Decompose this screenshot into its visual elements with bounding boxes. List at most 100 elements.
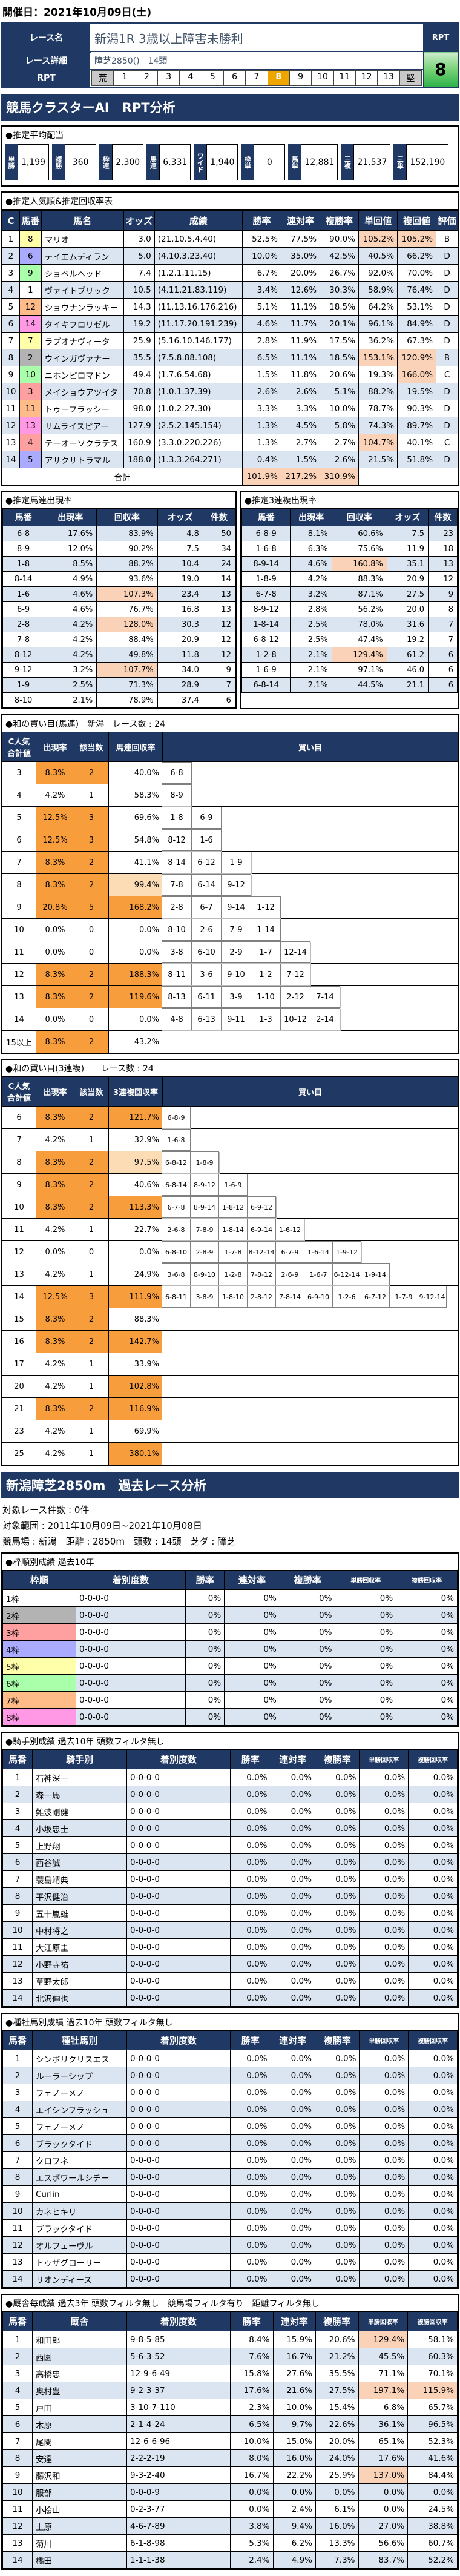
roi: 107.3%: [96, 586, 158, 602]
appearance-rate: 4.2%: [36, 1443, 74, 1465]
header-line: C人気: [8, 738, 30, 747]
percentage: 0.0%: [314, 2101, 360, 2118]
cell: 51.8%: [397, 451, 437, 468]
horse-name: マリオ: [41, 230, 124, 248]
column-header: 騎手別: [32, 1749, 127, 1769]
horse-name: ヴァイトブリック: [41, 281, 124, 299]
table-row: 23 4.2% 1 69.9%: [2, 1420, 458, 1442]
appearance-rate: 17.6%: [44, 526, 97, 541]
column-header: 回収率: [96, 508, 158, 526]
percentage: 0.0%: [314, 1887, 360, 1905]
percentage: 17.6%: [358, 2449, 409, 2467]
sum-value: 11: [2, 941, 36, 963]
entity-name: 上原: [32, 2517, 127, 2535]
hit-count: 2: [74, 1174, 109, 1196]
table-row: 4 奥村豊 9-2-3-37 17.6% 21.6% 27.5% 197.1% 115.9%: [2, 2382, 458, 2399]
percentage: 15.9%: [272, 2331, 316, 2348]
table-row: 7 8.3% 2 41.1% 8-14 6-12 1-9: [2, 851, 458, 873]
record: 0-0-0-0: [126, 1786, 231, 1803]
appearance-rate: 12.5%: [36, 807, 74, 829]
horse-number: 4: [2, 1819, 33, 1837]
entity-name: トゥザグローリー: [32, 2253, 127, 2271]
odds: 34.0: [157, 662, 203, 678]
entity-name: 北沢伸也: [32, 1989, 127, 2007]
percentage: 0.0%: [359, 2253, 409, 2271]
table-row: 7枠 0-0-0-0 0% 0% 0% 0% 0%: [2, 1691, 458, 1709]
buy-target-cell: 1-14: [251, 919, 281, 941]
count: 18: [428, 541, 458, 557]
percentage: 9.7%: [272, 2415, 316, 2433]
table-row: 1 和田郎 9-8-5-85 8.4% 15.9% 20.6% 129.4% 58.1%: [2, 2331, 458, 2348]
cell: 5.8%: [320, 417, 360, 434]
percentage: 0.0%: [359, 1803, 409, 1820]
buy-target-cell: 6-8: [162, 762, 192, 784]
percentage: 0.0%: [359, 2151, 409, 2169]
cell: 70.0%: [397, 264, 437, 282]
appearance-rate: 4.2%: [44, 647, 97, 663]
table-row: 9 8.3% 2 40.6% 6-8-14 8-9-12 1-6-9: [2, 1173, 458, 1196]
horse-number: 3: [2, 1803, 33, 1820]
roi: 90.2%: [96, 541, 158, 557]
table-row: 6-8-14 2.1% 44.5% 21.1 6: [241, 677, 458, 693]
buy-target-cell: 7-12: [280, 964, 310, 985]
table-row: 20 4.2% 1 102.8%: [2, 1375, 458, 1397]
table-row: 4 1 ヴァイトブリック 10.5 (4.11.21.83.119) 3.4% 12.6% 3…: [1, 281, 459, 299]
sum-value: 3: [2, 762, 36, 784]
buy-targets: [162, 1031, 458, 1053]
column-header: 出現率: [44, 508, 97, 526]
buy-target-cell: 2-6-8: [162, 1219, 191, 1240]
appearance-rate: 4.6%: [44, 601, 97, 617]
hit-count: 3: [74, 1286, 109, 1308]
column-header: オッズ: [123, 210, 155, 231]
hit-count: 2: [74, 1031, 109, 1053]
percentage: 0%: [335, 1623, 397, 1641]
percentage: 0.0%: [270, 1769, 315, 1786]
table-row: 2 西園 5-6-3-52 7.6% 16.7% 21.2% 45.5% 60.3%: [2, 2348, 458, 2365]
odds: 10.4: [157, 556, 203, 572]
total-value: 310.9%: [320, 468, 360, 486]
horse-number: 12: [2, 1955, 33, 1973]
combination: 6-7-8: [241, 586, 291, 602]
column-header: 複勝率: [315, 2311, 359, 2331]
percentage: 56.6%: [358, 2534, 409, 2552]
entity-name: 安達: [32, 2449, 127, 2467]
percentage: 6.5%: [230, 2415, 274, 2433]
table-row: 12 オルフェーヴル 0-0-0-0 0.0% 0.0% 0.0% 0.0% 0.0%: [2, 2236, 458, 2254]
horse-number: 9: [2, 2466, 33, 2484]
percentage: 0%: [396, 1657, 458, 1675]
column-header: 勝率: [185, 1570, 225, 1590]
cell: 8: [1, 349, 20, 366]
sum-value: 11: [2, 1219, 36, 1240]
payout-type-label: 馬単: [288, 144, 301, 180]
combination: 6-8-12: [241, 632, 291, 647]
horse-number: 13: [2, 2534, 33, 2552]
table-row: 3枠 0-0-0-0 0% 0% 0% 0% 0%: [2, 1623, 458, 1641]
buy-target-cell: 1-6-8: [162, 1129, 191, 1151]
percentage: 0%: [185, 1589, 225, 1607]
entity-name: 草野太郎: [32, 1972, 127, 1990]
record: 4-6-7-89: [126, 2517, 231, 2535]
sum-value: 6: [2, 829, 36, 851]
percentage: 0.0%: [408, 2202, 458, 2220]
percentage: 0%: [185, 1708, 225, 1726]
percentage: 0.0%: [270, 1870, 315, 1888]
roi: 93.6%: [96, 571, 158, 587]
entity-name: 石神深一: [32, 1769, 127, 1786]
table-row: 2-8 4.2% 128.0% 30.3 12: [2, 617, 235, 632]
table-row: 8 エスポワールシチー 0-0-0-0 0.0% 0.0% 0.0% 0.0% 0.0%: [2, 2168, 458, 2186]
odds: 19.0: [157, 571, 203, 587]
table-row: 8 2 ウインガヴァナー 35.5 (7.5.8.88.108) 6.5% 11.1% 18.…: [1, 349, 459, 366]
percentage: 0.0%: [270, 2067, 315, 2084]
percentage: 0.0%: [270, 1938, 315, 1956]
buy-target-cell: 8-9-10: [190, 1263, 219, 1285]
percentage: 0%: [279, 1606, 336, 1624]
record: 1-1-1-38: [126, 2551, 231, 2569]
cell: 120.9%: [397, 349, 437, 366]
count: 6: [202, 692, 235, 708]
percentage: 0%: [185, 1674, 225, 1692]
appearance-rate: 4.2%: [44, 617, 97, 632]
sum-value: 8: [2, 874, 36, 896]
horse-number: 13: [2, 2253, 33, 2271]
horse-number: 7: [19, 332, 42, 349]
